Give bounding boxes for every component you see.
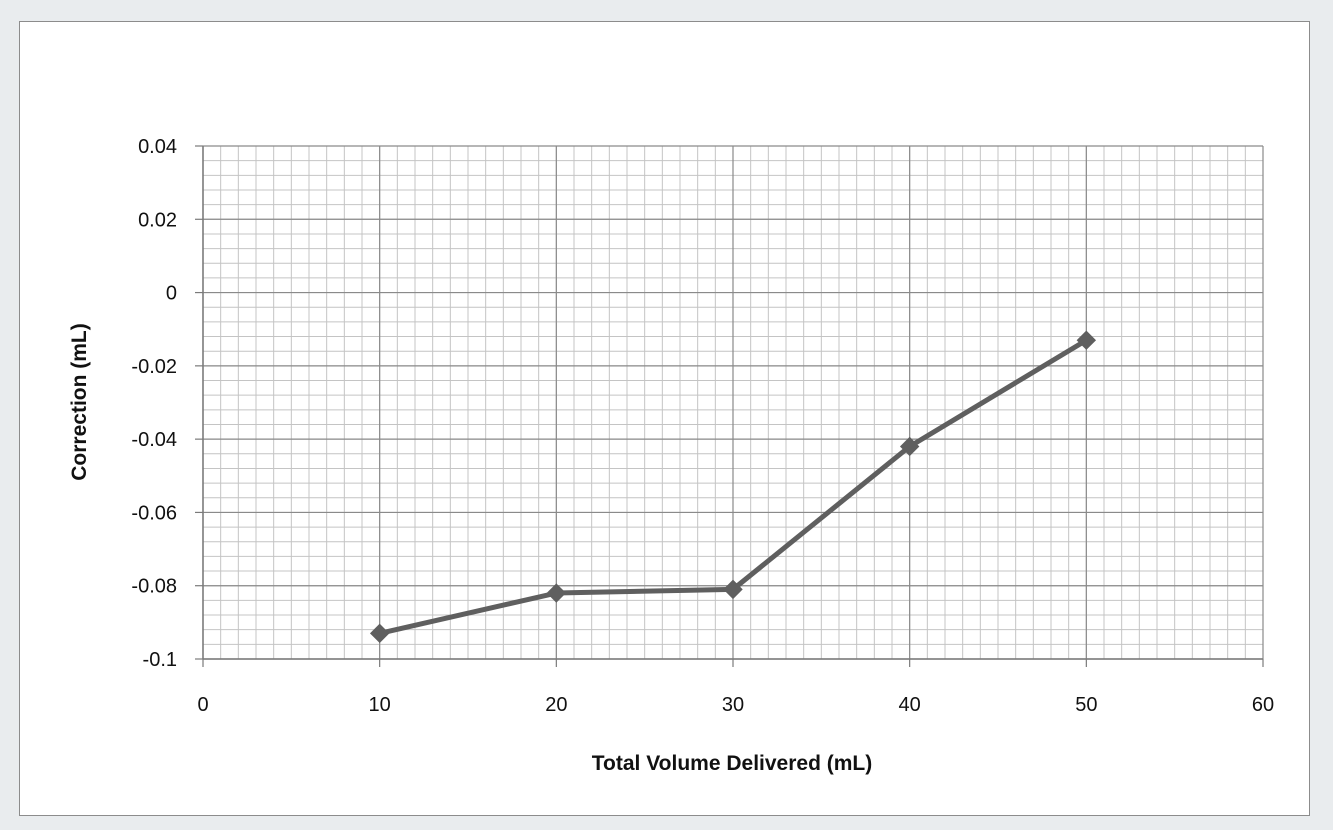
x-tick-label: 50 (1075, 694, 1097, 716)
y-tick-labels: 0.04 0.02 0 -0.02 -0.04 -0.06 -0.08 -0.1 (131, 136, 177, 671)
x-tick-label: 40 (899, 694, 921, 716)
axes (195, 145, 1264, 667)
y-tick-label: 0.02 (138, 209, 177, 231)
data-point-marker (546, 583, 567, 603)
data-point-marker (723, 579, 743, 600)
y-tick-label: 0 (166, 283, 177, 305)
data-point-marker (369, 623, 390, 644)
y-tick-label: -0.1 (143, 649, 177, 671)
x-tick-label: 30 (722, 694, 744, 716)
data-point-marker (1076, 330, 1097, 350)
x-tick-label: 0 (197, 694, 208, 716)
y-tick-label: -0.06 (131, 502, 177, 524)
y-tick-label: -0.02 (131, 356, 177, 378)
y-axis-title: Correction (mL) (68, 323, 91, 481)
x-tick-label: 60 (1252, 694, 1274, 716)
y-tick-label: -0.04 (131, 429, 177, 451)
y-tick-label: 0.04 (138, 136, 177, 158)
data-point-marker (899, 436, 920, 457)
series-layer (369, 330, 1097, 644)
chart-frame (19, 21, 1310, 816)
x-axis-title: Total Volume Delivered (mL) (592, 752, 872, 775)
x-tick-labels: 0 10 20 30 40 50 60 (197, 694, 1274, 716)
y-tick-label: -0.08 (131, 576, 177, 598)
x-tick-label: 20 (545, 694, 567, 716)
x-tick-label: 10 (369, 694, 391, 716)
